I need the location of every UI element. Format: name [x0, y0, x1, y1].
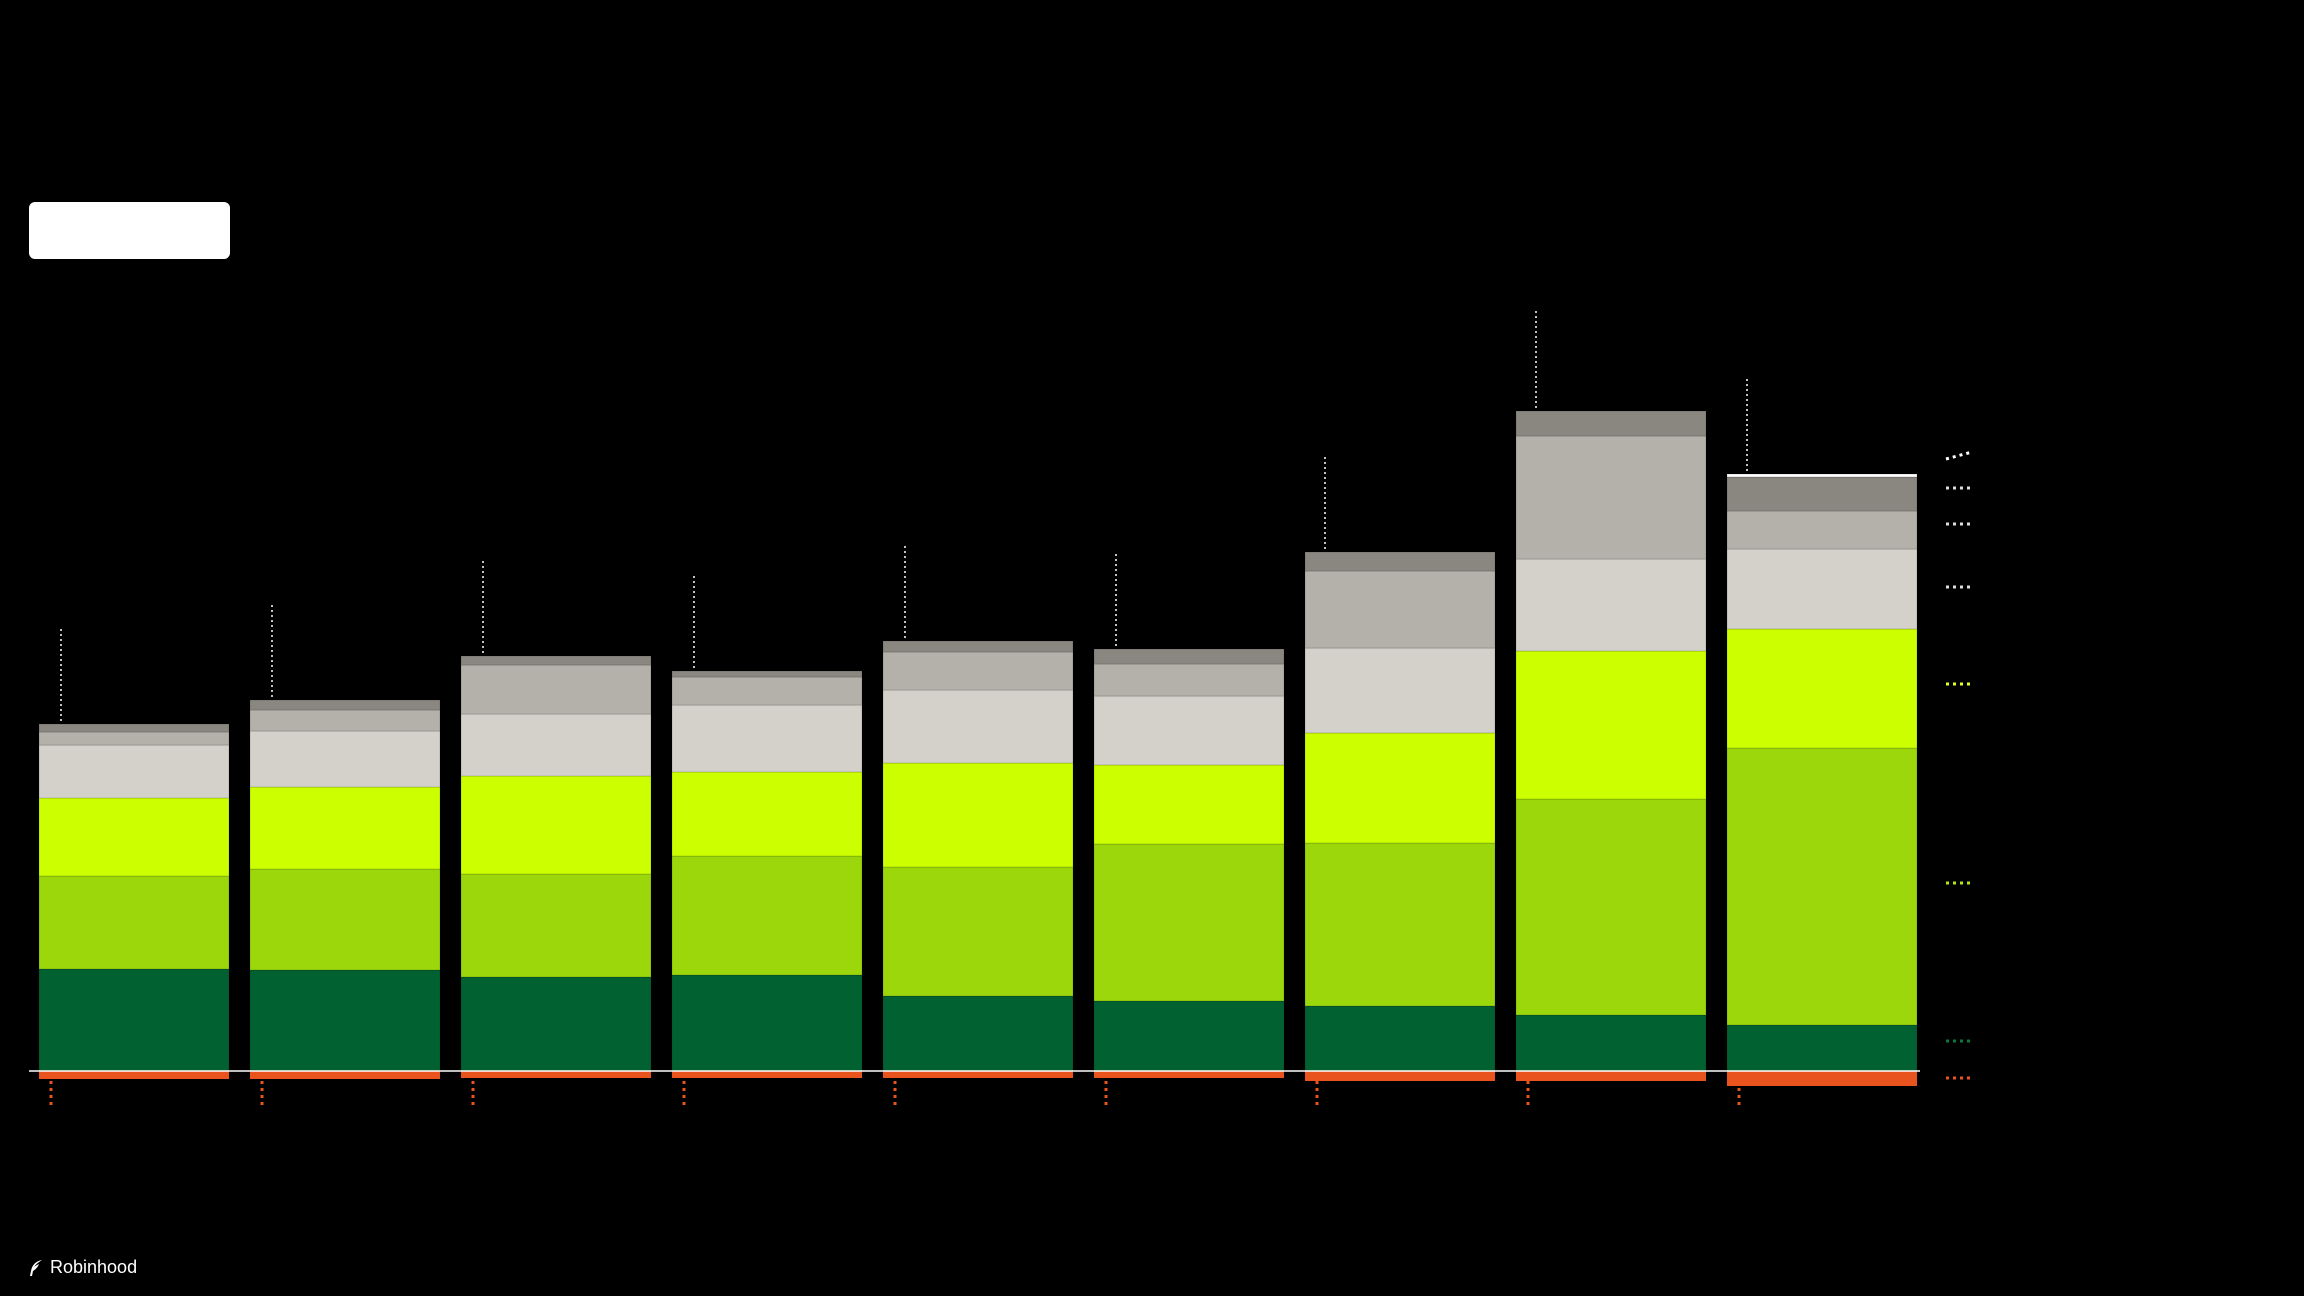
- bar-segment-1: [1726, 1024, 1918, 1072]
- brand-logo: Robinhood: [28, 1257, 137, 1278]
- bar-segment-6: [1726, 476, 1918, 512]
- bar-segment-5: [38, 731, 230, 746]
- bar-segment-3: [1726, 628, 1918, 749]
- bar-segment-2: [882, 866, 1074, 997]
- bar-segment-6: [249, 699, 441, 711]
- bar-segment-6: [882, 640, 1074, 653]
- bar-segment-3: [882, 762, 1074, 868]
- bar-segment-negative: [883, 1071, 1073, 1078]
- bar-segment-4: [882, 689, 1074, 764]
- bar-segment-6: [1515, 410, 1707, 437]
- bar-segment-2: [38, 875, 230, 970]
- bar-segment-1: [671, 974, 863, 1072]
- bar-segment-negative: [1516, 1071, 1706, 1081]
- bar-segment-1: [1304, 1005, 1496, 1072]
- bar-segment-negative: [461, 1071, 651, 1078]
- bar-segment-3: [38, 797, 230, 877]
- bar-segment-5: [249, 709, 441, 732]
- bar-segment-3: [460, 775, 652, 875]
- bar-segment-6: [1304, 551, 1496, 572]
- bar-segment-4: [1093, 695, 1285, 766]
- feather-logo-icon: [30, 1259, 42, 1276]
- bar-segment-1: [1093, 1000, 1285, 1072]
- bar-segment-4: [1726, 548, 1918, 630]
- bar-segment-negative: [250, 1071, 440, 1079]
- bar-segment-2: [249, 868, 441, 971]
- bar-segment-4: [671, 704, 863, 773]
- label-box: [29, 202, 230, 259]
- bar-segment-5: [1515, 435, 1707, 560]
- bar-segment-5: [1304, 570, 1496, 649]
- bar-segment-3: [1093, 764, 1285, 845]
- bar-segment-5: [1093, 663, 1285, 697]
- bar-segment-1: [38, 968, 230, 1072]
- bar-segment-7: [1726, 473, 1918, 478]
- bar-segment-3: [671, 771, 863, 857]
- bar-segment-4: [1304, 647, 1496, 734]
- bar-segment-1: [1515, 1014, 1707, 1072]
- bar-segment-3: [1304, 732, 1496, 844]
- bar-segment-3: [1515, 650, 1707, 800]
- bar-segment-6: [38, 723, 230, 733]
- series-indicator: [1945, 450, 1973, 461]
- bar-segment-2: [1304, 842, 1496, 1007]
- bar-segment-5: [1726, 510, 1918, 550]
- bar-segment-2: [1726, 747, 1918, 1026]
- brand-name: Robinhood: [50, 1257, 138, 1277]
- bar-segment-3: [249, 786, 441, 870]
- bar-segment-4: [1515, 558, 1707, 652]
- bar-segment-negative: [1727, 1071, 1917, 1086]
- bar-segment-6: [1093, 648, 1285, 665]
- bar-segment-1: [460, 976, 652, 1072]
- bar-segment-1: [249, 969, 441, 1072]
- bar-segment-4: [460, 713, 652, 777]
- bar-segment-2: [671, 855, 863, 976]
- bar-segment-5: [671, 676, 863, 706]
- bar-segment-negative: [1305, 1071, 1495, 1081]
- bar-segment-4: [38, 744, 230, 799]
- bar-segment-5: [460, 664, 652, 715]
- bar-segment-2: [460, 873, 652, 978]
- bar-segment-negative: [39, 1071, 229, 1079]
- bar-segment-negative: [672, 1071, 862, 1078]
- bar-segment-6: [671, 670, 863, 678]
- bar-segment-2: [1093, 843, 1285, 1002]
- bar-segment-5: [882, 651, 1074, 691]
- bar-segment-2: [1515, 798, 1707, 1016]
- bar-segment-1: [882, 995, 1074, 1072]
- bar-segment-6: [460, 655, 652, 666]
- bar-segment-negative: [1094, 1071, 1284, 1078]
- bar-segment-4: [249, 730, 441, 788]
